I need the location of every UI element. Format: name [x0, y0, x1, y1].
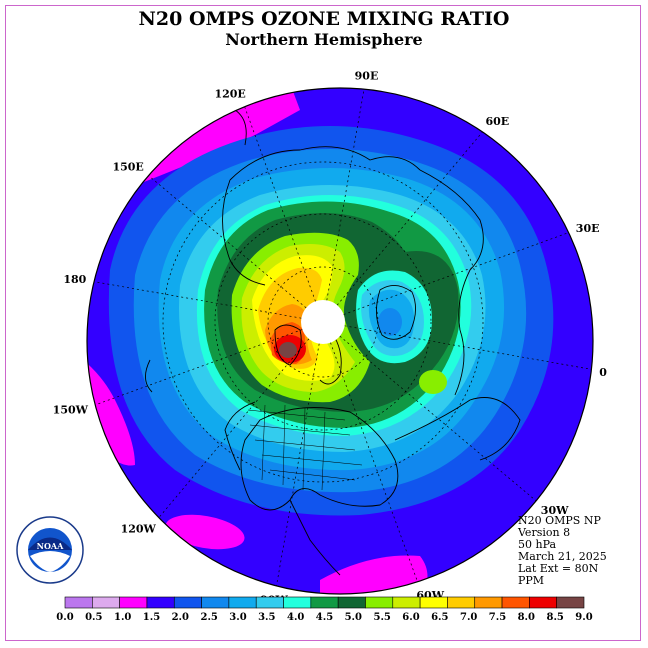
longitude-label: 180: [63, 273, 86, 286]
longitude-label: 150E: [112, 161, 143, 174]
meridian-line: [276, 343, 320, 586]
map-title: N20 OMPS OZONE MIXING RATIO: [138, 8, 510, 30]
colorbar-tick-label: 8.0: [518, 612, 535, 623]
longitude-label: 120E: [214, 88, 245, 101]
colorbar-swatch: [92, 596, 120, 609]
latitude-circle-30: [162, 161, 484, 483]
colorbar-tick-label: 0.0: [56, 612, 73, 623]
colorbar-tick-label: 4.0: [287, 612, 304, 623]
colorbar-tick-label: 9.0: [575, 612, 592, 623]
longitude-label: 30W: [541, 504, 569, 517]
colorbar-swatch: [501, 596, 530, 609]
colorbar-swatch: [119, 596, 148, 609]
contour-5-5-blob: [419, 370, 447, 394]
colorbar-tick-label: 4.5: [316, 612, 333, 623]
colorbar-tick-label: 1.5: [143, 612, 160, 623]
longitude-label: 120W: [121, 522, 157, 535]
meridian-line: [326, 89, 365, 301]
colorbar-tick-label: 8.5: [546, 612, 563, 623]
info-product: N20 OMPS NP: [518, 514, 601, 527]
colorbar-tick-label: 1.0: [114, 612, 131, 623]
colorbar-swatch: [337, 596, 366, 609]
colorbar-tick-label: 5.5: [373, 612, 390, 623]
colorbar-swatch: [365, 596, 394, 609]
noaa-logo-text: NOAA: [37, 541, 64, 551]
colorbar-tick-label: 6.0: [402, 612, 419, 623]
colorbar-tick-label: 0.5: [85, 612, 102, 623]
meridian-line: [94, 281, 302, 319]
colorbar-tick-label: 2.0: [172, 612, 189, 623]
meridian-line: [344, 325, 592, 370]
meridian-line: [95, 329, 303, 406]
colorbar: 0.0 0.5 1.0 1.5 2.0 2.5 3.0 3.5 4.0 4.5 5.0 5.5 6.0 6…: [56, 596, 593, 623]
graticule: [94, 89, 592, 586]
longitude-label: 30E: [576, 222, 600, 235]
us-state-lines: [247, 404, 363, 491]
colorbar-swatch: [146, 596, 175, 609]
longitude-label: 150W: [53, 404, 89, 417]
colorbar-swatch: [228, 596, 257, 609]
contour-1-0-patch-w: [87, 350, 135, 466]
info-date: March 21, 2025: [518, 550, 607, 563]
colorbar-tick-label: 7.0: [460, 612, 477, 623]
info-units: PPM: [518, 574, 545, 587]
info-version: Version 8: [518, 526, 571, 539]
info-lat-ext: Lat Ext = 80N: [518, 562, 599, 575]
latitude-circle-70: [267, 266, 379, 378]
colorbar-swatch: [310, 596, 339, 609]
colorbar-tick-label: 2.5: [200, 612, 217, 623]
colorbar-swatch: [201, 596, 230, 609]
colorbar-tick-label: 3.0: [229, 612, 246, 623]
colorbar-swatch: [64, 596, 93, 609]
longitude-label: 0: [599, 366, 607, 379]
map-subtitle: Northern Hemisphere: [225, 30, 423, 49]
polar-data-void: [301, 300, 345, 344]
colorbar-swatch: [392, 596, 421, 609]
noaa-logo: NOAA: [16, 516, 84, 584]
contour-9-0: [279, 342, 297, 358]
colorbar-swatch: [447, 596, 476, 609]
colorbar-swatch: [556, 596, 585, 609]
meridians: [94, 89, 592, 586]
colorbar-swatch: [474, 596, 503, 609]
colorbar-swatch: [173, 596, 202, 609]
map-boundary: [86, 87, 594, 595]
info-level: 50 hPa: [518, 538, 557, 551]
latitude-circle-50: [214, 213, 432, 431]
colorbar-swatch: [283, 596, 312, 609]
meridian-line: [148, 175, 307, 309]
colorbar-swatch: [419, 596, 448, 609]
meridian-line: [158, 338, 310, 518]
colorbar-tick-label: 5.0: [345, 612, 362, 623]
colorbar-swatch: [255, 596, 284, 609]
colorbar-tick-label: 7.5: [489, 612, 506, 623]
colorbar-tick-label: 3.5: [258, 612, 275, 623]
colorbar-swatch: [529, 596, 557, 609]
longitude-label: 90E: [355, 69, 379, 82]
colorbar-tick-label: 6.5: [431, 612, 448, 623]
contour-2-5-island: [378, 308, 402, 336]
longitude-label: 60E: [486, 115, 510, 128]
